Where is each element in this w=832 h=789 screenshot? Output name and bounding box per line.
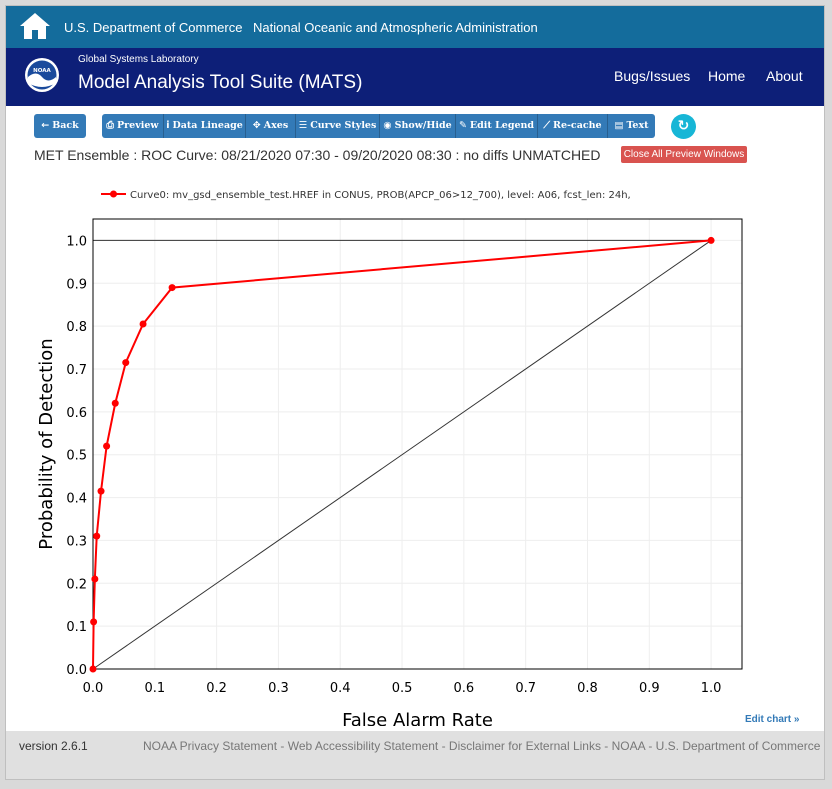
y-tick-label: 1.0 — [66, 234, 87, 249]
version-label: version 2.6.1 — [19, 739, 88, 753]
data-lineage-label: Data Lineage — [172, 120, 243, 131]
file-text-icon: ▤ — [614, 120, 624, 131]
pencil-icon: ✎ — [458, 120, 467, 131]
show-hide-button[interactable]: ◉ Show/Hide — [380, 114, 456, 138]
plot-area-border — [92, 218, 743, 670]
x-tick-label: 0.4 — [330, 681, 351, 696]
x-tick-label: 0.6 — [454, 681, 475, 696]
x-tick-label: 1.0 — [701, 681, 722, 696]
back-label: Back — [52, 120, 79, 131]
y-tick-label: 0.1 — [66, 620, 87, 635]
move-icon: ✥ — [252, 120, 261, 131]
data-point[interactable] — [93, 532, 101, 540]
edit-chart-link[interactable]: Edit chart » — [745, 714, 800, 725]
noaa-link[interactable]: National Oceanic and Atmospheric Adminis… — [253, 20, 538, 35]
legend-marker — [110, 190, 117, 198]
re-cache-label: Re-cache — [553, 120, 602, 131]
text-label: Text — [626, 120, 649, 131]
x-tick-label: 0.0 — [83, 681, 104, 696]
reference-line — [92, 240, 712, 670]
data-point[interactable] — [103, 442, 111, 450]
disclaimer-link[interactable]: Disclaimer for External Links — [448, 739, 601, 753]
page-title: Model Analysis Tool Suite (MATS) — [78, 72, 363, 93]
data-point[interactable] — [89, 665, 97, 673]
reference-lines — [92, 239, 712, 670]
preview-button[interactable]: ⎙ Preview — [102, 114, 164, 138]
x-axis-title: False Alarm Rate — [342, 710, 493, 726]
close-preview-windows-button[interactable]: Close All Preview Windows — [621, 146, 747, 163]
y-tick-label: 0.0 — [66, 663, 87, 678]
y-tick-label: 0.9 — [66, 277, 87, 292]
refresh-icon: ↻ — [677, 118, 690, 134]
x-tick-label: 0.3 — [268, 681, 289, 696]
app-header: NOAA Global Systems Laboratory Model Ana… — [6, 48, 824, 106]
edit-legend-button[interactable]: ✎ Edit Legend — [456, 114, 538, 138]
x-tick-label: 0.7 — [515, 681, 536, 696]
curve-description: MET Ensemble : ROC Curve: 08/21/2020 07:… — [34, 147, 601, 163]
back-button[interactable]: ← Back — [34, 114, 86, 138]
eye-icon: ◉ — [383, 120, 392, 131]
x-tick-label: 0.8 — [577, 681, 598, 696]
commerce-link[interactable]: U.S. Department of Commerce — [64, 20, 243, 35]
refresh-button[interactable]: ↻ — [671, 114, 696, 139]
x-tick-label: 0.5 — [392, 681, 413, 696]
roc-chart: 0.0 0.1 0.2 0.3 0.4 0.5 0.6 0.7 0.8 0.9 1.0 0.0 0.1 0… — [36, 190, 743, 726]
x-tick-label: 0.9 — [639, 681, 660, 696]
noaa-footer-link[interactable]: NOAA — [611, 739, 645, 753]
accessibility-link[interactable]: Web Accessibility Statement — [287, 739, 439, 753]
lab-name: Global Systems Laboratory — [78, 54, 199, 65]
print-icon: ⎙ — [106, 120, 115, 131]
tick-labels: 0.0 0.1 0.2 0.3 0.4 0.5 0.6 0.7 0.8 0.9 1.0 0.0 0.1 0… — [66, 234, 721, 696]
arrow-left-icon: ← — [41, 120, 50, 131]
y-axis-title: Probability of Detection — [36, 338, 57, 549]
data-point[interactable] — [122, 359, 130, 367]
data-point[interactable] — [91, 575, 99, 583]
noaa-logo: NOAA — [25, 58, 59, 92]
axes-label: Axes — [263, 120, 289, 131]
app-frame: U.S. Department of Commerce National Oce… — [5, 5, 825, 780]
series-layer — [89, 236, 715, 673]
preview-label: Preview — [117, 120, 159, 131]
privacy-link[interactable]: NOAA Privacy Statement — [143, 739, 278, 753]
data-point[interactable] — [97, 487, 105, 495]
legend-entry-curve0: Curve0: mv_gsd_ensemble_test.HREF in CON… — [130, 190, 631, 201]
text-button[interactable]: ▤ Text — [608, 114, 655, 138]
data-lineage-button[interactable]: i Data Lineage — [164, 114, 246, 138]
x-tick-label: 0.2 — [206, 681, 227, 696]
y-tick-label: 0.5 — [66, 449, 87, 464]
nav-about[interactable]: About — [766, 68, 803, 84]
data-point[interactable] — [90, 618, 98, 626]
gov-bar: U.S. Department of Commerce National Oce… — [6, 6, 824, 48]
home-icon[interactable] — [18, 11, 52, 41]
y-tick-label: 0.2 — [66, 577, 87, 592]
data-point[interactable] — [139, 320, 147, 328]
nav-bugs-issues[interactable]: Bugs/Issues — [614, 68, 691, 84]
re-cache-button[interactable]: ⟋ Re-cache — [538, 114, 608, 138]
x-tick-label: 0.1 — [144, 681, 165, 696]
curve-styles-label: Curve Styles — [310, 120, 377, 131]
data-point[interactable] — [168, 284, 176, 292]
info-icon: i — [166, 120, 170, 131]
line-chart-icon: ⟋ — [543, 120, 551, 131]
footer: version 2.6.1 NOAA Privacy Statement - W… — [6, 731, 824, 779]
footer-links: NOAA Privacy Statement - Web Accessibili… — [143, 739, 821, 753]
y-tick-label: 0.8 — [66, 320, 87, 335]
data-point[interactable] — [707, 236, 715, 244]
commerce-footer-link[interactable]: U.S. Department of Commerce — [655, 739, 821, 753]
axes-button[interactable]: ✥ Axes — [246, 114, 296, 138]
curve-styles-button[interactable]: ☰ Curve Styles — [296, 114, 380, 138]
y-tick-label: 0.7 — [66, 363, 87, 378]
y-tick-label: 0.4 — [66, 492, 87, 507]
show-hide-label: Show/Hide — [394, 120, 452, 131]
noaa-logo-text: NOAA — [33, 68, 51, 74]
y-tick-label: 0.3 — [66, 534, 87, 549]
y-tick-label: 0.6 — [66, 406, 87, 421]
data-point[interactable] — [111, 399, 119, 407]
list-icon: ☰ — [298, 120, 308, 131]
nav-home[interactable]: Home — [708, 68, 746, 84]
edit-legend-label: Edit Legend — [469, 120, 535, 131]
chart-legend[interactable]: Curve0: mv_gsd_ensemble_test.HREF in CON… — [101, 190, 631, 201]
